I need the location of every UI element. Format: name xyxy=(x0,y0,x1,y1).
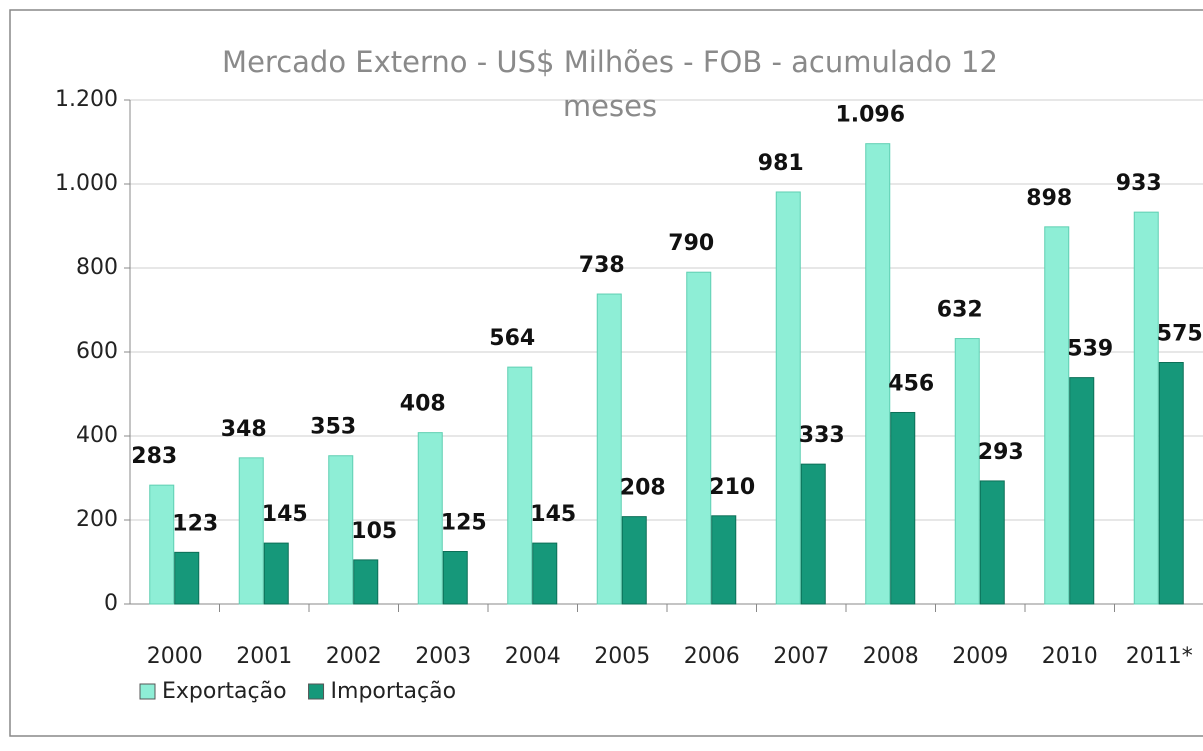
bar xyxy=(596,293,622,605)
chart-border xyxy=(9,9,1203,737)
data-label: 208 xyxy=(620,476,666,501)
bar xyxy=(1133,211,1159,605)
x-tick-label: 2002 xyxy=(326,644,382,669)
bar xyxy=(890,411,916,605)
x-tick-label: 2010 xyxy=(1042,644,1098,669)
bar xyxy=(507,366,533,605)
x-tick-label: 2001 xyxy=(236,644,292,669)
data-label: 456 xyxy=(888,371,934,396)
bar xyxy=(417,432,443,605)
data-label: 738 xyxy=(579,253,625,278)
data-label: 408 xyxy=(400,392,446,417)
legend-label: Exportação xyxy=(162,679,287,704)
data-label: 105 xyxy=(351,519,397,544)
y-tick-label: 0 xyxy=(104,591,118,616)
bar xyxy=(621,516,647,605)
bar xyxy=(328,455,354,605)
data-label: 539 xyxy=(1067,337,1113,362)
y-tick-label: 200 xyxy=(76,507,118,532)
data-label: 575 xyxy=(1157,322,1203,347)
y-tick-label: 1.000 xyxy=(55,171,118,196)
y-tick-label: 600 xyxy=(76,339,118,364)
x-tick-label: 2008 xyxy=(863,644,919,669)
data-label: 353 xyxy=(310,415,356,440)
bar xyxy=(1158,362,1184,605)
x-tick-label: 2000 xyxy=(147,644,203,669)
x-tick-label: 2005 xyxy=(594,644,650,669)
data-label: 348 xyxy=(221,417,267,442)
chart-title: Mercado Externo - US$ Milhões - FOB - ac… xyxy=(222,45,998,123)
bar xyxy=(442,551,468,605)
x-tick-label: 2003 xyxy=(415,644,471,669)
data-label: 981 xyxy=(758,151,804,176)
data-label: 125 xyxy=(441,511,487,536)
x-tick-label: 2007 xyxy=(773,644,829,669)
bar xyxy=(1069,377,1095,605)
bar xyxy=(979,480,1005,605)
x-tick-label: 2009 xyxy=(952,644,1008,669)
data-label: 790 xyxy=(668,231,714,256)
data-label: 283 xyxy=(131,444,177,469)
data-label: 564 xyxy=(489,326,535,351)
bar xyxy=(174,551,200,605)
data-label: 145 xyxy=(262,502,308,527)
legend-label: Importação xyxy=(331,679,457,704)
legend-swatch xyxy=(308,683,325,700)
data-label: 333 xyxy=(799,423,845,448)
x-tick-label: 2006 xyxy=(684,644,740,669)
y-tick-label: 800 xyxy=(76,255,118,280)
data-label: 933 xyxy=(1116,171,1162,196)
bar xyxy=(865,143,891,605)
data-label: 210 xyxy=(709,475,755,500)
bar xyxy=(149,484,175,605)
bar xyxy=(238,457,264,605)
bar xyxy=(686,271,712,605)
bar xyxy=(1044,226,1070,605)
bar xyxy=(353,559,379,605)
legend-swatch xyxy=(139,683,156,700)
data-label: 123 xyxy=(172,511,218,536)
x-tick-label: 2011* xyxy=(1126,644,1193,669)
x-tick-label: 2004 xyxy=(505,644,561,669)
y-tick-label: 400 xyxy=(76,423,118,448)
bar xyxy=(711,515,737,605)
data-label: 898 xyxy=(1026,186,1072,211)
bar xyxy=(532,542,558,605)
data-label: 1.096 xyxy=(835,103,905,128)
data-label: 632 xyxy=(937,298,983,323)
bar xyxy=(800,463,826,605)
y-tick-label: 1.200 xyxy=(55,87,118,112)
data-label: 293 xyxy=(978,440,1024,465)
bar xyxy=(954,338,980,605)
bar xyxy=(263,542,289,605)
bar xyxy=(775,191,801,605)
data-label: 145 xyxy=(530,502,576,527)
